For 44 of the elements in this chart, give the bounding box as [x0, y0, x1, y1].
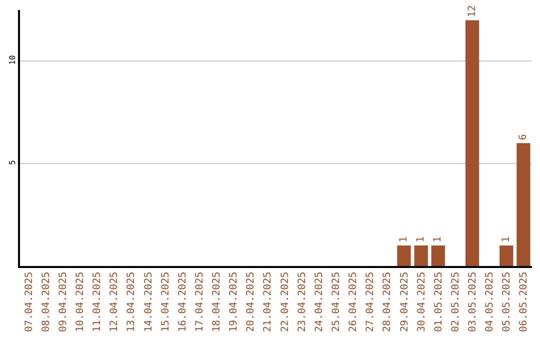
x-tick-label: 04.05.2025: [484, 272, 496, 332]
data-label: 1: [416, 236, 427, 243]
x-tick-label: 23.04.2025: [296, 272, 308, 332]
x-tick-label: 02.05.2025: [450, 272, 462, 332]
x-tick-label: 29.04.2025: [399, 272, 410, 332]
x-tick-label: 16.04.2025: [177, 272, 188, 332]
x-tick-label: 06.05.2025: [518, 272, 530, 332]
bar: [431, 246, 445, 266]
x-tick-label: 09.04.2025: [58, 272, 69, 332]
data-label: 1: [432, 236, 444, 243]
x-tick-label: 21.04.2025: [262, 272, 274, 332]
x-tick-label: 11.04.2025: [92, 272, 104, 332]
x-tick-label: 15.04.2025: [160, 272, 172, 332]
bar: [516, 143, 530, 266]
x-tick-label: 07.04.2025: [24, 272, 35, 332]
x-tick-label: 28.04.2025: [382, 272, 394, 332]
x-tick-label: 17.04.2025: [194, 272, 206, 332]
bar: [465, 20, 480, 266]
x-tick-label: 26.04.2025: [348, 272, 360, 332]
y-tick-label: 5: [8, 160, 18, 165]
x-tick-label: 13.04.2025: [126, 272, 138, 332]
x-tick-label: 18.04.2025: [212, 272, 223, 332]
x-tick-label: 22.04.2025: [280, 272, 291, 332]
x-tick-label: 30.04.2025: [416, 272, 428, 332]
x-tick-label: 12.04.2025: [109, 272, 120, 332]
x-tick-label: 03.05.2025: [468, 272, 479, 332]
x-tick-label: 24.04.2025: [314, 272, 325, 332]
data-label: 1: [398, 236, 410, 243]
x-tick-label: 10.04.2025: [74, 272, 86, 332]
bar: [414, 246, 428, 266]
data-label: 1: [500, 236, 512, 243]
x-tick-label: 19.04.2025: [228, 272, 240, 332]
x-tick-label: 20.04.2025: [246, 272, 257, 332]
x-tick-label: 27.04.2025: [365, 272, 376, 332]
bar: [500, 246, 514, 266]
data-label: 12: [466, 5, 478, 18]
data-label: 6: [518, 134, 529, 140]
x-tick-label: 05.05.2025: [502, 272, 513, 332]
x-tick-label: 14.04.2025: [143, 272, 154, 332]
x-tick-label: 01.05.2025: [433, 272, 444, 332]
x-tick-label: 08.04.2025: [40, 272, 52, 332]
y-tick-label: 10: [8, 55, 18, 65]
bar: [397, 246, 411, 266]
x-tick-label: 25.04.2025: [330, 272, 342, 332]
